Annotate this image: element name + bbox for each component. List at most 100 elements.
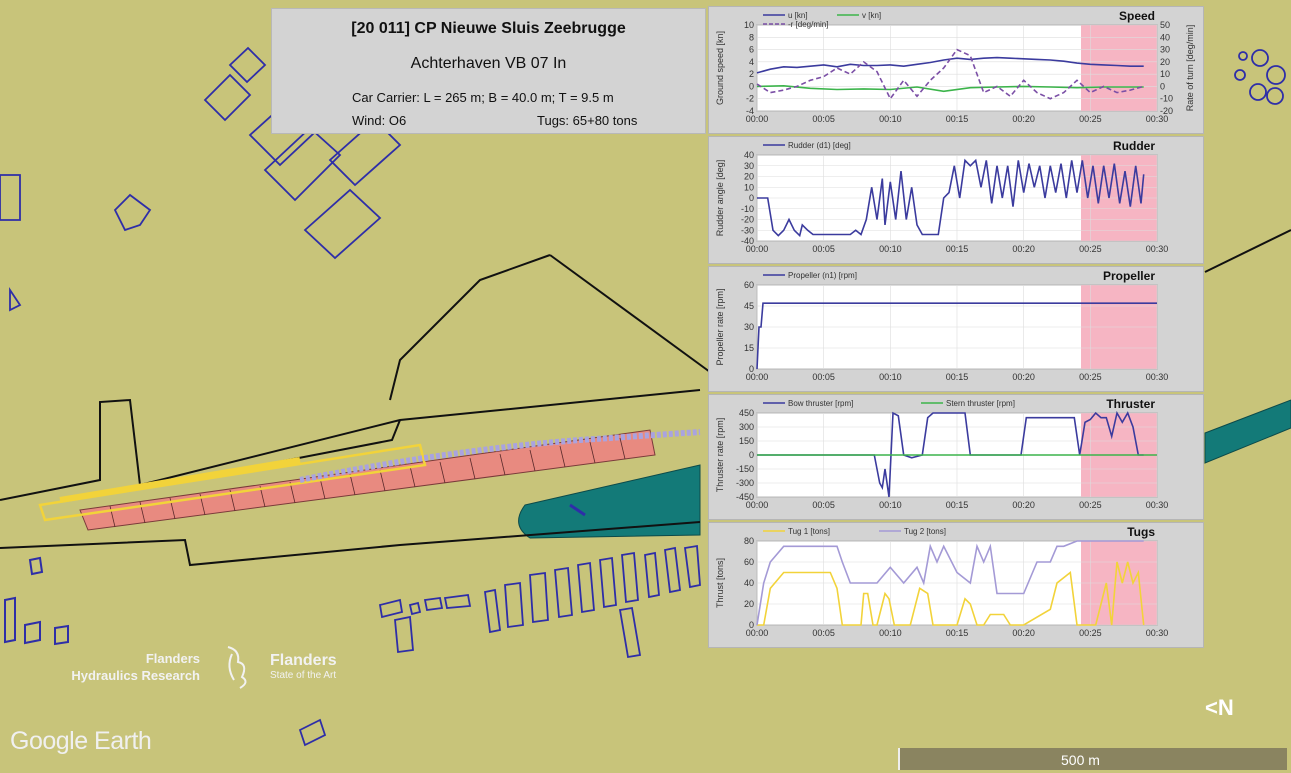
x-tick-label: 00:00: [746, 628, 769, 638]
y-tick-label: 60: [744, 280, 754, 290]
y2-tick-label: -10: [1160, 94, 1173, 104]
y-tick-label: 0: [749, 81, 754, 91]
y-tick-label: 20: [744, 172, 754, 182]
scenario-info-box: [20 011] CP Nieuwe Sluis Zeebrugge Achte…: [271, 8, 706, 134]
x-tick-label: 00:25: [1079, 244, 1102, 254]
x-tick-label: 00:00: [746, 500, 769, 510]
x-tick-label: 00:00: [746, 114, 769, 124]
x-tick-label: 00:15: [946, 114, 969, 124]
y-axis-label: Thrust [tons]: [715, 558, 725, 608]
x-tick-label: 00:25: [1079, 372, 1102, 382]
highlight-band: [1081, 25, 1157, 111]
y2-tick-label: 50: [1160, 20, 1170, 30]
wind-info: Wind: O6: [352, 113, 407, 128]
y-tick-label: 2: [749, 69, 754, 79]
y-tick-label: 150: [739, 436, 754, 446]
x-tick-label: 00:05: [812, 628, 835, 638]
y-tick-label: -2: [746, 94, 754, 104]
north-arrow: <N: [1205, 695, 1234, 720]
x-tick-label: 00:25: [1079, 114, 1102, 124]
chart-title: Speed: [1119, 9, 1155, 23]
y-tick-label: -10: [741, 204, 754, 214]
tugs-chart-panel: 00:00 00:05 00:10 00:15 00:20 00:25 00:30 0 20 40…: [708, 522, 1204, 648]
y-axis-label: Ground speed [kn]: [715, 31, 725, 105]
fhr-line1: Flanders: [145, 651, 200, 666]
flanders-state-of-art-logo: Flanders State of the Art: [270, 652, 337, 681]
x-tick-label: 00:15: [946, 244, 969, 254]
x-tick-label: 00:30: [1146, 500, 1169, 510]
y-tick-label: -40: [741, 236, 754, 246]
y2-tick-label: 20: [1160, 57, 1170, 67]
chart-title: Tugs: [1127, 525, 1155, 539]
series-line: [757, 158, 1145, 238]
canal-channel: [518, 464, 701, 539]
y-tick-label: 80: [744, 536, 754, 546]
legend-label: Tug 2 [tons]: [904, 527, 946, 536]
rudder-chart: 00:00 00:05 00:10 00:15 00:20 00:25 00:30 -40-3…: [715, 139, 1169, 254]
y-tick-label: 0: [749, 364, 754, 374]
series-line: [757, 561, 1145, 626]
x-tick-label: 00:15: [946, 500, 969, 510]
series-line: [756, 84, 1144, 93]
y-tick-label: 30: [744, 161, 754, 171]
thruster-chart: 00:00 00:05 00:10 00:15 00:20 00:25 00:30 -450 -…: [715, 397, 1169, 510]
y2-tick-label: -20: [1160, 106, 1173, 116]
x-tick-label: 00:05: [812, 244, 835, 254]
y-tick-label: -20: [741, 215, 754, 225]
chart-title: Thruster: [1106, 397, 1155, 411]
y2-tick-label: 40: [1160, 32, 1170, 42]
y-tick-label: 40: [744, 150, 754, 160]
legend-label: Propeller (n1) [rpm]: [788, 271, 857, 280]
y-tick-label: 4: [749, 57, 754, 67]
x-tick-label: 00:20: [1012, 372, 1035, 382]
legend-label: -r [deg/min]: [788, 20, 828, 29]
x-tick-label: 00:10: [879, 372, 902, 382]
y-tick-label: 45: [744, 301, 754, 311]
y-tick-label: -150: [736, 464, 754, 474]
flanders-line1: Flanders: [270, 652, 337, 669]
x-tick-label: 00:25: [1079, 628, 1102, 638]
chart-title: Propeller: [1103, 269, 1155, 283]
series-line: [756, 540, 1144, 626]
legend-label: Tug 1 [tons]: [788, 527, 830, 536]
y-tick-label: 60: [744, 557, 754, 567]
legend-label: Bow thruster [rpm]: [788, 399, 853, 408]
y-tick-label: 15: [744, 343, 754, 353]
y-tick-label: 0: [749, 450, 754, 460]
y-tick-label: 10: [744, 182, 754, 192]
scenario-subtitle: Achterhaven VB 07 In: [410, 55, 567, 72]
y2-tick-label: 30: [1160, 45, 1170, 55]
x-tick-label: 00:20: [1012, 114, 1035, 124]
lion-emblem-icon: [227, 646, 247, 689]
y-axis-label: Propeller rate [rpm]: [715, 288, 725, 365]
y-tick-label: 0: [749, 620, 754, 630]
x-tick-label: 00:20: [1012, 500, 1035, 510]
x-tick-label: 00:10: [879, 628, 902, 638]
y2-axis-label: Rate of turn [deg/min]: [1185, 25, 1195, 112]
y-tick-label: 30: [744, 322, 754, 332]
x-tick-label: 00:30: [1146, 244, 1169, 254]
x-tick-label: 00:00: [746, 244, 769, 254]
tugs-chart: 00:00 00:05 00:10 00:15 00:20 00:25 00:30 0 20 40…: [715, 525, 1168, 638]
y-tick-label: 20: [744, 599, 754, 609]
storage-tanks: [1234, 49, 1286, 105]
y-tick-label: 300: [739, 422, 754, 432]
y-tick-label: -4: [746, 106, 754, 116]
x-tick-label: 00:10: [879, 500, 902, 510]
x-tick-label: 00:05: [812, 372, 835, 382]
scenario-title: [20 011] CP Nieuwe Sluis Zeebrugge: [351, 20, 626, 37]
y-tick-label: 0: [749, 193, 754, 203]
legend-label: Rudder (d1) [deg]: [788, 141, 851, 150]
speed-chart-panel: 00:00 00:05 00:10 00:15 00:20 00:25 00:30 -4 -2 0…: [708, 6, 1204, 134]
speed-chart: 00:00 00:05 00:10 00:15 00:20 00:25 00:30-4-20…: [715, 9, 1195, 124]
y-tick-label: 450: [739, 408, 754, 418]
x-tick-label: 00:05: [812, 114, 835, 124]
x-tick-label: 00:25: [1079, 500, 1102, 510]
x-tick-label: 00:20: [1012, 244, 1035, 254]
ship-track-hulls: [38, 429, 701, 531]
x-tick-label: 00:30: [1146, 114, 1169, 124]
scale-bar: 500 m: [898, 748, 1287, 770]
x-tick-label: 00:15: [946, 372, 969, 382]
vessel-description: Car Carrier: L = 265 m; B = 40.0 m; T = …: [352, 90, 614, 105]
chart-title: Rudder: [1113, 139, 1155, 153]
